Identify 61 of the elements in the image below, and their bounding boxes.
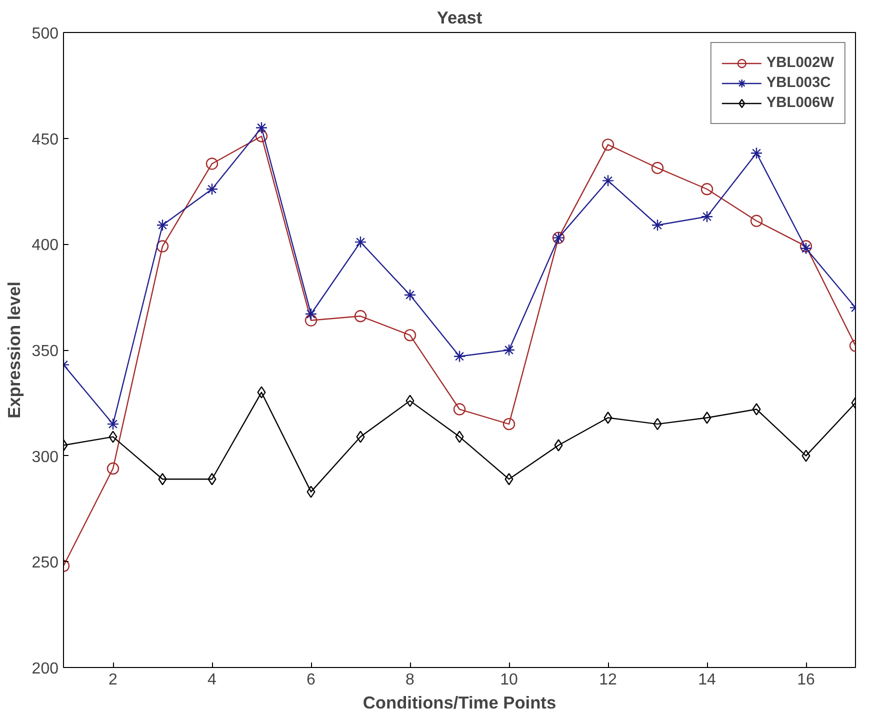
- point: [158, 473, 167, 486]
- point: [502, 418, 516, 430]
- point: [700, 210, 714, 223]
- point: [106, 418, 120, 430]
- x-tick-label: 12: [599, 672, 617, 688]
- x-tick-label: 16: [797, 672, 815, 688]
- x-axis-title: Conditions/Time Points: [362, 692, 556, 712]
- point: [206, 158, 218, 170]
- point: [156, 240, 169, 252]
- point: [651, 162, 664, 174]
- point: [502, 344, 516, 356]
- y-tick-label: 200: [32, 660, 59, 678]
- legend-label: YBL003C: [766, 75, 831, 91]
- point: [304, 308, 318, 320]
- point: [750, 147, 763, 160]
- point: [206, 183, 218, 196]
- point: [453, 350, 466, 362]
- point: [108, 430, 118, 443]
- legend-label: YBL006W: [766, 95, 834, 111]
- point: [106, 462, 120, 475]
- legend-label: YBL002W: [766, 55, 834, 71]
- point: [453, 403, 466, 416]
- point: [255, 122, 268, 134]
- y-tick-label: 450: [32, 131, 59, 148]
- point: [602, 138, 614, 151]
- y-tick-label: 500: [32, 26, 59, 42]
- point: [354, 236, 367, 248]
- point: [504, 473, 514, 486]
- point: [257, 386, 266, 398]
- point: [354, 310, 367, 322]
- point: [651, 219, 664, 232]
- point: [604, 412, 612, 424]
- point: [455, 430, 464, 443]
- x-tick-label: 14: [698, 672, 716, 688]
- x-tick-label: 10: [500, 672, 518, 688]
- point: [356, 430, 365, 443]
- point: [700, 183, 714, 196]
- point: [156, 219, 169, 232]
- point: [602, 174, 614, 187]
- x-tick-label: 2: [108, 672, 118, 688]
- point: [304, 314, 318, 326]
- x-tick-label: 8: [406, 672, 415, 688]
- point: [802, 450, 810, 462]
- point: [306, 486, 316, 498]
- point: [406, 394, 414, 407]
- y-tick-label: 250: [32, 554, 59, 572]
- point: [554, 439, 563, 452]
- point: [208, 473, 216, 486]
- point: [404, 329, 416, 342]
- y-tick-label: 400: [32, 237, 59, 254]
- y-axis-title: Expression level: [4, 282, 24, 418]
- y-tick-label: 350: [32, 343, 59, 360]
- y-tick-label: 300: [32, 448, 59, 466]
- point: [404, 288, 416, 302]
- x-tick-label: 6: [306, 672, 316, 688]
- point: [702, 412, 712, 424]
- x-tick-label: 4: [208, 672, 217, 688]
- point: [752, 403, 761, 416]
- point: [750, 214, 763, 227]
- point: [255, 130, 268, 142]
- chart-title: Yeast: [436, 8, 482, 28]
